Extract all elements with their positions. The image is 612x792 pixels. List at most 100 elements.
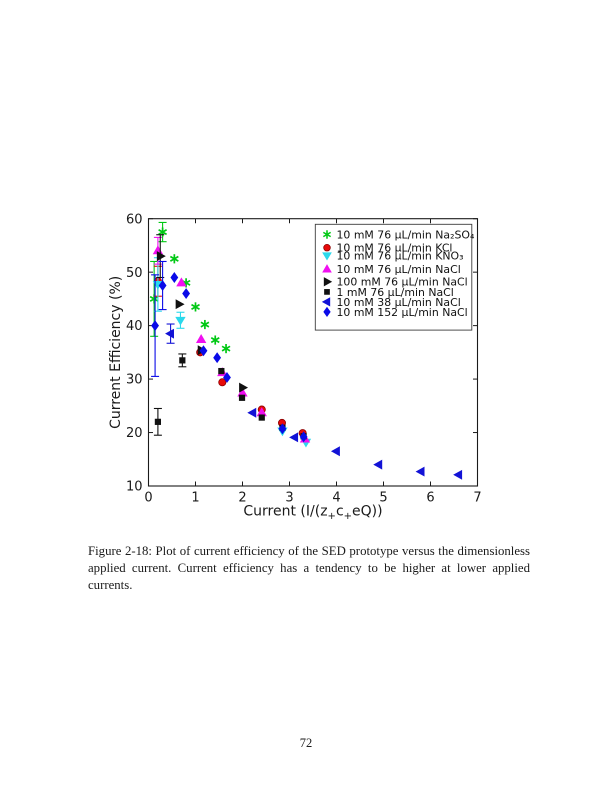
y-axis-label: Current Efficiency (%) [108,276,124,429]
x-tick-label: 2 [238,491,246,506]
marker-square [324,289,330,295]
legend-marker [324,289,330,295]
marker-triangle-left [289,432,299,443]
data-point [238,394,246,401]
marker-diamond [170,272,179,283]
legend-label: 100 mM 76 µL/min NaCl [337,276,468,289]
marker-triangle-left [247,407,257,418]
x-tick-label: 7 [473,491,481,506]
marker-circle [323,243,331,252]
marker-triangle-up [176,277,187,287]
legend-entry-1: 10 mM 76 µL/min KCl [323,242,453,255]
marker-star [210,337,220,344]
marker-triangle-right [175,299,185,310]
legend-entry-4: 100 mM 76 µL/min NaCl [323,276,468,289]
legend-marker [321,297,331,307]
marker-triangle-down [175,316,186,326]
legend-label: 10 mM 76 µL/min NaCl [337,263,461,276]
data-point [151,320,159,332]
data-point [299,431,308,443]
marker-star [158,229,168,236]
marker-diamond [182,288,191,300]
data-point [175,299,185,310]
data-point [453,469,463,480]
series-0 [149,221,231,354]
marker-diamond [199,345,208,357]
legend-label: 10 mM 76 µL/min KCl [337,242,453,255]
data-point [221,344,231,354]
marker-triangle-up [322,264,332,273]
data-point [223,372,231,383]
marker-diamond [299,431,308,443]
data-point [179,357,186,364]
legend-label: 10 mM 152 µL/min NaCl [337,306,468,319]
marker-triangle-left [165,328,174,339]
marker-triangle-right [323,277,333,287]
plot-box [147,218,479,487]
y-axis: 10 20 30 40 50 60 [126,212,478,495]
legend-label: 10 mM 38 µL/min NaCl [337,296,461,309]
legend-label: 10 mM 76 µL/min KNO₃ [337,250,464,263]
legend-label: 1 mM 76 µL/min NaCl [337,286,454,299]
legend-marker [322,252,332,261]
data-point [176,277,187,287]
x-axis: 0 1 2 3 4 5 6 7 [144,218,482,506]
page-number: 72 [299,736,313,750]
data-point [170,272,179,283]
data-point [218,378,227,387]
data-point [289,432,299,443]
data-point [175,316,186,326]
legend-marker [323,243,331,252]
legend-entry-2: 10 mM 76 µL/min KNO₃ [322,250,464,263]
data-point [247,407,257,418]
data-point [156,251,166,262]
data-point [213,352,222,364]
x-tick-label: 1 [191,491,199,506]
y-tick-label: 60 [126,212,143,227]
marker-star [221,345,231,352]
marker-diamond [223,372,231,383]
legend-marker [322,264,332,273]
y-tick-label: 40 [126,319,143,334]
marker-square [154,418,161,425]
legend-label: 10 mM 76 µL/min Na₂SO₄ [337,228,475,241]
marker-triangle-down [322,252,332,261]
legend-entry-0: 10 mM 76 µL/min Na₂SO₄ [322,228,475,241]
y-tick-label: 20 [126,426,143,441]
marker-star [322,231,332,238]
legend-entry-7: 10 mM 152 µL/min NaCl [323,306,468,319]
data-point [154,418,161,425]
data-point [195,334,207,344]
marker-square [218,367,225,375]
marker-triangle-up [195,334,207,344]
data-point [182,288,191,300]
x-tick-label: 6 [426,491,434,506]
marker-triangle-left [373,459,383,470]
marker-triangle-left [415,466,425,477]
figure-caption: Figure 2-18: Plot of current efficiency … [88,544,530,592]
data-point [169,254,179,264]
legend-box [314,223,473,331]
data-point [239,382,249,393]
marker-circle [218,378,227,387]
plot-axes [147,218,479,487]
data-point [373,459,383,470]
marker-diamond [278,423,287,435]
data-point [199,345,208,357]
x-axis-label: Current (I/(z+c+eQ)) [243,504,382,522]
data-point [258,414,265,421]
marker-diamond [158,280,167,291]
marker-diamond [323,306,331,317]
data-point [415,466,425,477]
marker-star [191,303,200,310]
legend-entry-6: 10 mM 38 µL/min NaCl [321,296,461,309]
x-tick-label: 3 [285,491,293,506]
x-tick-label: 0 [144,491,152,506]
legend-entry-5: 1 mM 76 µL/min NaCl [324,286,454,299]
legend-marker [323,306,331,317]
series-7 [151,260,308,443]
data-point [330,446,340,457]
